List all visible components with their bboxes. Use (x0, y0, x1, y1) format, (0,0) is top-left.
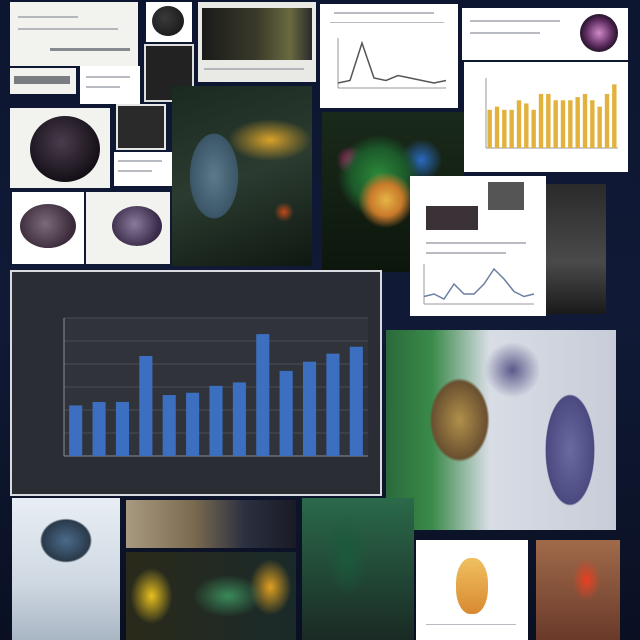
bar (256, 334, 270, 456)
seed-specimen-card (416, 540, 528, 640)
dark-photo-panel (144, 44, 194, 102)
yellow-bar-chart (485, 78, 618, 149)
insect-photo-strip (126, 500, 296, 548)
bar (582, 93, 588, 148)
bar (502, 109, 507, 148)
specimen-header-card (462, 8, 628, 60)
bar (531, 109, 536, 148)
bar (209, 385, 223, 456)
bar (487, 109, 492, 148)
bar (115, 401, 130, 456)
creature-photo (386, 330, 616, 530)
line-chart-sheet-right (410, 176, 546, 316)
bar (538, 93, 544, 148)
yellow-bar-chart-sheet (464, 62, 628, 172)
graph-paper-panel (198, 2, 316, 82)
branching-plant-photo (302, 498, 414, 640)
bar (516, 100, 522, 148)
yellow-organism-photo (126, 552, 296, 640)
side-note-card (114, 152, 172, 186)
paper-sheet-top-left (10, 2, 138, 66)
label-card (10, 68, 76, 94)
bar (612, 84, 617, 148)
bar (509, 109, 514, 148)
bar (302, 361, 317, 456)
bar (92, 401, 106, 456)
specimen-card-dark-circle (146, 2, 192, 42)
bar (232, 382, 246, 456)
bar (590, 100, 595, 148)
main-bar-chart (63, 317, 368, 457)
specimen-card-purple-2 (86, 192, 170, 264)
bar (546, 93, 551, 148)
line-chart-sheet-top (320, 4, 458, 108)
bar (186, 392, 200, 456)
series-line (423, 267, 535, 300)
bar (139, 355, 153, 456)
bar (326, 353, 340, 456)
bar (553, 100, 558, 148)
bar (69, 405, 83, 456)
bar (604, 93, 610, 148)
specimen-card-purple-1 (12, 192, 84, 264)
bar (162, 395, 176, 456)
dark-specimen-card (10, 108, 110, 188)
bar (494, 106, 500, 148)
bar (597, 106, 602, 148)
jellyfish-photo (12, 498, 120, 640)
red-plant-photo (536, 540, 620, 640)
bar (560, 100, 566, 148)
bar (349, 346, 363, 456)
bar (279, 370, 293, 456)
bar (575, 97, 580, 148)
fractal-organism-photo (172, 86, 312, 266)
wave-line-chart (423, 264, 535, 305)
dark-square-photo (116, 104, 166, 150)
bar (568, 100, 573, 148)
small-note-card (80, 66, 140, 104)
purple-specimen-photo (580, 14, 618, 52)
peak-line-chart (337, 38, 447, 89)
series-line (337, 40, 447, 84)
bar (524, 103, 529, 148)
main-bar-chart-panel (10, 270, 382, 496)
dark-fossil-photo (546, 184, 606, 314)
